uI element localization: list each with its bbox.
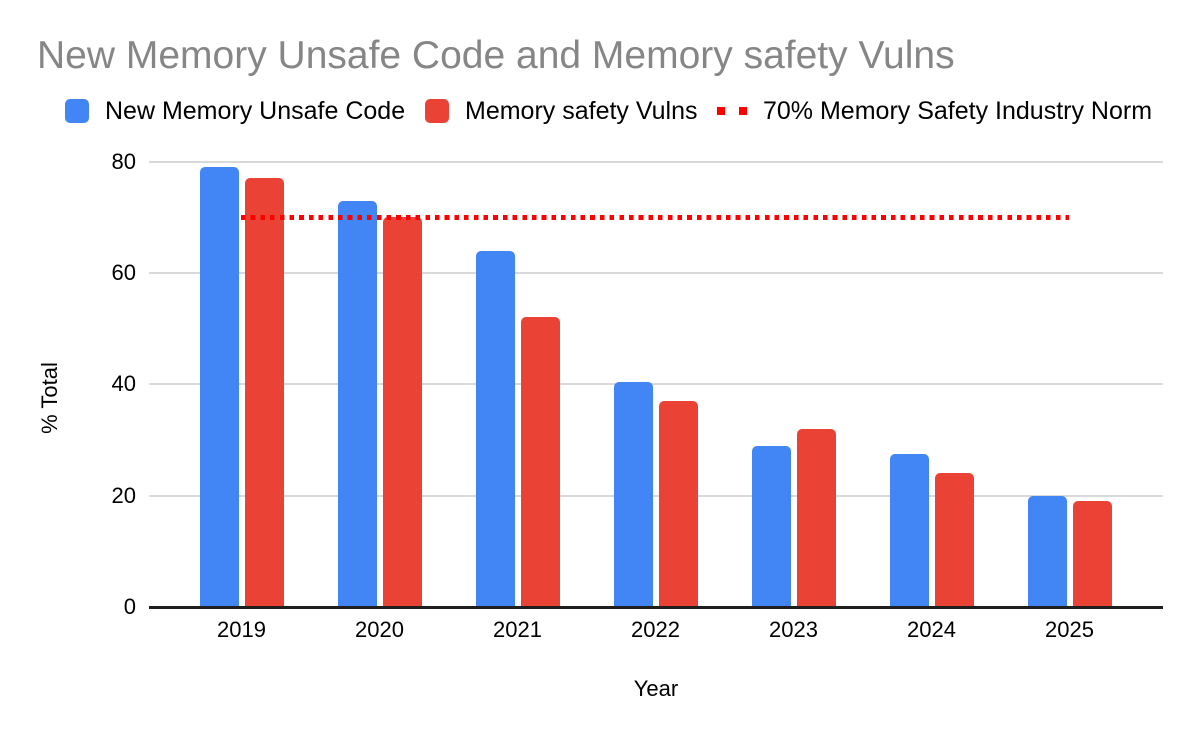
y-axis-title: % Total (37, 362, 62, 434)
bar-memory-safety-vulns-2021[interactable] (520, 317, 560, 607)
gridline-80 (149, 160, 1163, 163)
bar-new-memory-unsafe-code-2024[interactable] (890, 453, 929, 607)
x-tick-label-2024: 2024 (907, 617, 956, 642)
gridline-20 (149, 494, 1163, 497)
bar-new-memory-unsafe-code-2019[interactable] (200, 167, 239, 607)
bar-memory-safety-vulns-2019[interactable] (244, 178, 284, 607)
legend-item-memory-safety-vulns[interactable]: Memory safety Vulns (425, 97, 697, 125)
y-tick-label-0: 0 (123, 594, 136, 619)
bar-new-memory-unsafe-code-2022[interactable] (614, 381, 653, 607)
x-tick-label-2019: 2019 (217, 617, 266, 642)
x-tick-label-2022: 2022 (631, 617, 680, 642)
y-tick-label-80: 80 (111, 148, 136, 174)
legend-dotted-line-icon (717, 107, 747, 115)
legend-swatch-blue-icon (65, 99, 89, 123)
legend-item-new-memory-unsafe-code[interactable]: New Memory Unsafe Code (65, 97, 405, 125)
x-tick-label-2025: 2025 (1045, 617, 1094, 642)
bar-new-memory-unsafe-code-2025[interactable] (1028, 495, 1067, 607)
legend-item-industry-norm[interactable]: 70% Memory Safety Industry Norm (717, 97, 1152, 125)
x-tick-label-2023: 2023 (769, 617, 818, 642)
legend-label-memory-safety-vulns: Memory safety Vulns (465, 96, 698, 125)
x-axis-line (149, 605, 1163, 609)
y-tick-label-60: 60 (111, 259, 136, 285)
bar-memory-safety-vulns-2023[interactable] (796, 428, 836, 607)
bar-new-memory-unsafe-code-2021[interactable] (476, 250, 515, 607)
x-axis-title: Year (633, 676, 679, 701)
y-tick-label-20: 20 (111, 482, 136, 508)
bar-new-memory-unsafe-code-2023[interactable] (752, 445, 791, 607)
reference-line-70pct[interactable] (241, 214, 1069, 220)
legend-label-industry-norm: 70% Memory Safety Industry Norm (763, 96, 1153, 125)
bar-memory-safety-vulns-2025[interactable] (1072, 501, 1112, 607)
bar-memory-safety-vulns-2022[interactable] (658, 401, 698, 607)
x-tick-label-2020: 2020 (355, 617, 404, 642)
bar-new-memory-unsafe-code-2020[interactable] (338, 200, 377, 607)
chart-title: New Memory Unsafe Code and Memory safety… (37, 34, 955, 77)
bar-memory-safety-vulns-2024[interactable] (934, 473, 974, 607)
legend-swatch-red-icon (425, 99, 449, 123)
gridline-40 (149, 383, 1163, 386)
x-tick-label-2021: 2021 (493, 617, 542, 642)
gridline-60 (149, 271, 1163, 274)
bar-memory-safety-vulns-2020[interactable] (382, 217, 422, 607)
legend-label-new-memory-unsafe-code: New Memory Unsafe Code (105, 96, 406, 125)
y-tick-label-40: 40 (111, 371, 136, 397)
